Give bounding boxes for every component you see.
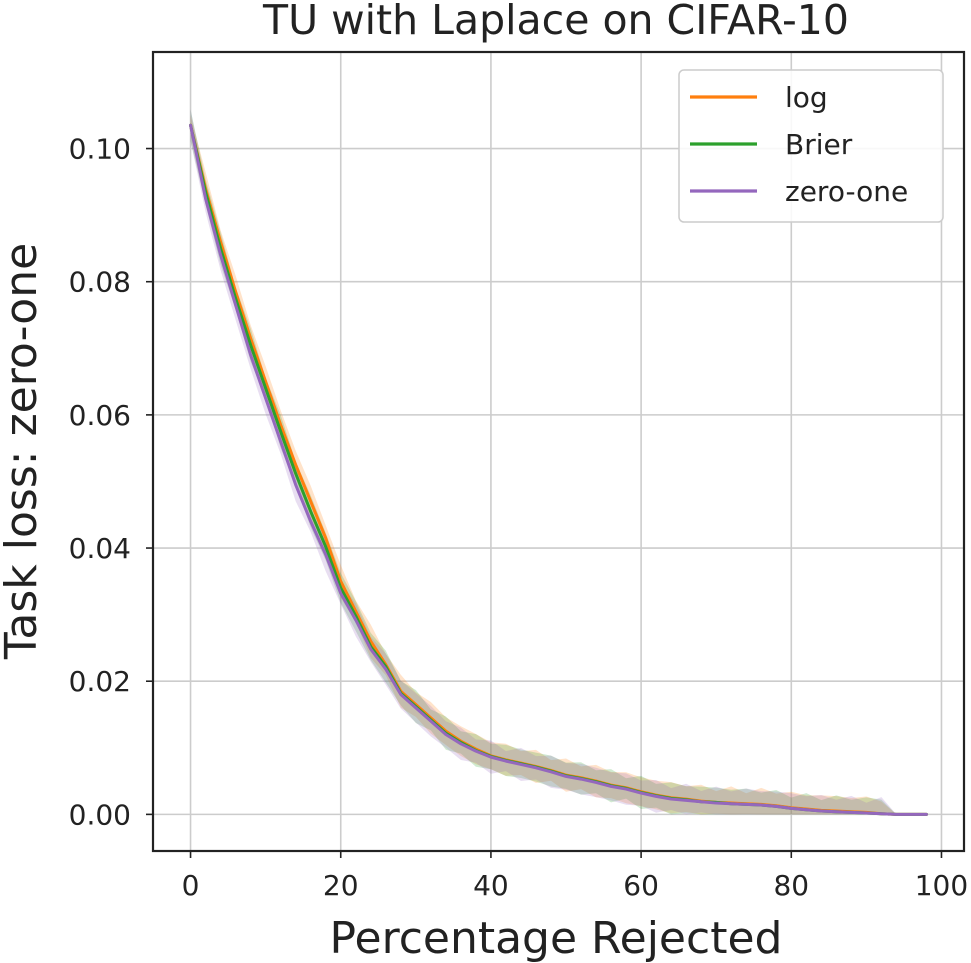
x-tick-label: 20 — [323, 869, 359, 902]
axis-ticks: 0 20 40 60 80 100 0.00 0.02 0.04 0.06 0.08 0.10 — [69, 133, 969, 902]
series-lines — [189, 123, 928, 816]
y-tick-label: 0.10 — [69, 133, 131, 166]
x-tick-label: 40 — [473, 869, 509, 902]
series-line-zero-one — [189, 123, 928, 816]
y-tick-label: 0.02 — [69, 665, 131, 698]
y-axis-label: Task loss: zero-one — [0, 243, 47, 660]
x-tick-label: 80 — [773, 869, 809, 902]
x-tick-label: 0 — [182, 869, 200, 902]
legend: log Brier zero-one — [678, 69, 944, 223]
confidence-bands — [190, 109, 927, 815]
y-tick-label: 0.08 — [69, 266, 131, 299]
legend-label: zero-one — [785, 175, 908, 208]
legend-label: Brier — [785, 128, 853, 161]
legend-label: log — [785, 81, 828, 114]
band-brier — [190, 109, 927, 815]
y-tick-label: 0.06 — [69, 399, 131, 432]
y-tick-label: 0.04 — [69, 532, 131, 565]
band-log — [190, 115, 927, 815]
x-axis-label: Percentage Rejected — [330, 913, 783, 963]
y-tick-label: 0.00 — [69, 798, 131, 831]
x-tick-label: 100 — [915, 869, 968, 902]
chart-title: TU with Laplace on CIFAR-10 — [262, 0, 849, 44]
x-tick-label: 60 — [623, 869, 659, 902]
plot-frame — [151, 50, 966, 853]
legend-box — [678, 69, 944, 223]
